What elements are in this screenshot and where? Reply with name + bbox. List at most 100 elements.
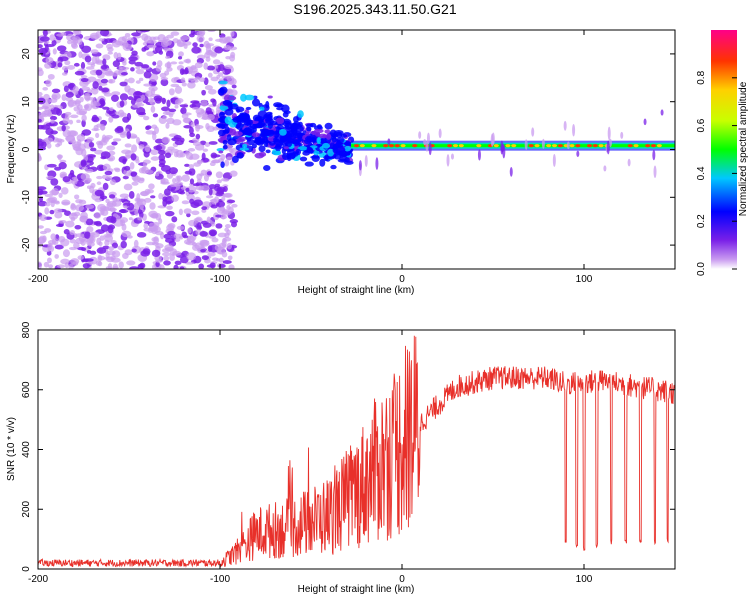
heatmap-cell (182, 117, 192, 124)
heatmap-cell (531, 127, 535, 137)
heatmap-cell (107, 224, 116, 230)
heatmap-cell (63, 229, 70, 235)
heatmap-cell (100, 65, 108, 70)
heatmap-cell (152, 61, 157, 66)
snr-ylabel: SNR (10 * v/v) (6, 417, 17, 481)
heatmap-cell (74, 225, 82, 230)
heatmap-cell (160, 76, 169, 81)
heatmap-cell (95, 132, 100, 139)
heatmap-cell (214, 38, 225, 43)
heatmap-cell (68, 212, 79, 220)
stable-tone-peak (528, 144, 534, 148)
heatmap-cell (145, 125, 152, 130)
heatmap-cell (119, 209, 126, 213)
heatmap-cell (364, 155, 368, 168)
heatmap-cell (51, 39, 57, 46)
heatmap-cell (181, 231, 188, 238)
heatmap-cell (340, 134, 348, 138)
heatmap-cell (124, 85, 131, 93)
heatmap-cell (294, 132, 305, 136)
heatmap-cell (95, 69, 103, 76)
heatmap-cell (141, 166, 147, 172)
heatmap-cell (38, 112, 47, 117)
heatmap-cell (576, 150, 580, 157)
heatmap-cell (285, 141, 292, 148)
heatmap-cell (56, 108, 63, 116)
heatmap-cell (524, 139, 528, 150)
heatmap-cell (150, 87, 156, 96)
heatmap-cell (185, 187, 190, 192)
heatmap-cell (108, 116, 114, 123)
colorbar-label: Normalized spectral amplitude (738, 81, 749, 216)
heatmap-cell (101, 87, 110, 93)
heatmap-cell (61, 65, 69, 71)
heatmap-cell (226, 204, 231, 210)
heatmap-cell (72, 261, 79, 266)
heatmap-cell (174, 139, 184, 146)
heatmap-cell (109, 194, 116, 199)
heatmap-cell (155, 259, 163, 263)
heatmap-cell (81, 114, 87, 122)
heatmap-cell (603, 165, 607, 172)
heatmap-cell (38, 140, 44, 148)
heatmap-cell (166, 172, 174, 179)
heatmap-cell (191, 210, 200, 216)
stable-tone-peak (627, 144, 633, 148)
heatmap-cell (43, 261, 50, 268)
heatmap-cell (118, 156, 128, 163)
heatmap-cell (180, 77, 186, 84)
heatmap-cell (179, 35, 190, 41)
heatmap-cell (68, 119, 74, 125)
heatmap-cell (174, 99, 182, 106)
heatmap-cell (83, 231, 91, 239)
heatmap-cell (140, 250, 150, 257)
snr-xtick-label: -100 (210, 574, 230, 585)
heatmap-cell (85, 204, 95, 210)
heatmap-cell (142, 161, 148, 168)
heatmap-cell (38, 67, 43, 72)
heatmap-cell (251, 132, 260, 138)
heatmap-cell (295, 148, 302, 156)
stable-tone-peak (383, 144, 389, 148)
heatmap-cell (143, 70, 152, 79)
heatmap-cell (627, 158, 631, 167)
heatmap-cell (79, 215, 88, 223)
heatmap-cell (181, 82, 187, 87)
heatmap-cell (163, 260, 171, 266)
heatmap-cell (173, 264, 179, 269)
heatmap-cell (45, 122, 55, 127)
snr-ytick-label: 600 (21, 381, 32, 398)
heatmap-cell (304, 161, 314, 167)
heatmap-cell (226, 134, 232, 142)
heatmap-cell (75, 233, 85, 238)
heatmap-cell (198, 77, 206, 82)
heatmap-cell (226, 76, 232, 82)
heatmap-cell (208, 187, 213, 196)
heatmap-cell (100, 209, 109, 216)
heatmap-cell (170, 31, 180, 36)
spectrogram-heatmap (38, 30, 675, 269)
heatmap-cell (197, 222, 202, 229)
heatmap-cell (166, 66, 173, 72)
heatmap-cell (106, 145, 116, 151)
heatmap-cell (150, 149, 159, 156)
heatmap-cell (47, 243, 52, 251)
heatmap-cell (226, 199, 236, 204)
colorbar-axes: 0.0 0.2 0.4 0.6 0.8 (696, 70, 737, 276)
heatmap-cell (144, 188, 151, 195)
heatmap-cell (221, 196, 226, 202)
heatmap-cell (242, 127, 251, 136)
heatmap-cell (65, 91, 74, 98)
heatmap-cell (169, 254, 175, 262)
heatmap-cell (134, 91, 143, 96)
heatmap-cell (119, 93, 129, 101)
heatmap-cell (153, 126, 160, 135)
heatmap-cell (48, 264, 53, 269)
heatmap-cell (105, 266, 112, 269)
heatmap-cell (51, 88, 61, 93)
heatmap-cell (45, 57, 54, 64)
heatmap-cell (210, 204, 218, 209)
snr-frame (37, 329, 676, 570)
heatmap-cell (132, 104, 142, 108)
heatmap-cell (606, 140, 610, 155)
